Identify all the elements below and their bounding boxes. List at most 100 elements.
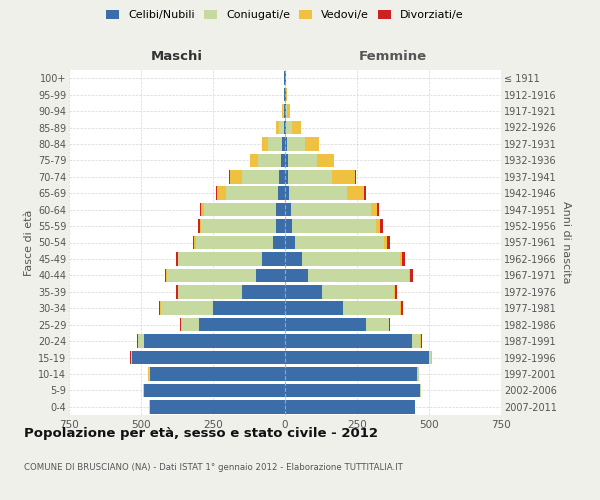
Bar <box>291 203 371 216</box>
Y-axis label: Anni di nascita: Anni di nascita <box>561 201 571 283</box>
Bar <box>178 285 242 298</box>
Bar <box>176 252 178 266</box>
Bar <box>401 302 403 315</box>
Text: COMUNE DI BRUSCIANO (NA) - Dati ISTAT 1° gennaio 2012 - Elaborazione TUTTITALIA.: COMUNE DI BRUSCIANO (NA) - Dati ISTAT 1°… <box>24 462 403 471</box>
Bar <box>400 302 401 315</box>
Bar <box>230 170 242 183</box>
Bar <box>400 252 401 266</box>
Bar <box>178 252 262 266</box>
Bar <box>285 384 421 397</box>
Bar <box>213 302 285 315</box>
Bar <box>250 154 257 167</box>
Bar <box>285 104 286 118</box>
Bar <box>285 186 289 200</box>
Bar <box>200 203 202 216</box>
Bar <box>285 285 322 298</box>
Legend: Celibi/Nubili, Coniugati/e, Vedovi/e, Divorziati/e: Celibi/Nubili, Coniugati/e, Vedovi/e, Di… <box>102 6 468 25</box>
Bar <box>289 170 332 183</box>
Bar <box>365 318 389 332</box>
Bar <box>409 268 410 282</box>
Bar <box>277 121 279 134</box>
Bar <box>285 252 302 266</box>
Bar <box>193 236 194 249</box>
Bar <box>292 121 301 134</box>
Bar <box>302 252 400 266</box>
Bar <box>274 236 285 249</box>
Bar <box>268 137 282 150</box>
Bar <box>281 154 285 167</box>
Bar <box>149 367 285 380</box>
Bar <box>285 121 286 134</box>
Bar <box>286 121 292 134</box>
Bar <box>285 302 343 315</box>
Bar <box>292 220 376 233</box>
Bar <box>418 367 419 380</box>
Bar <box>308 268 409 282</box>
Bar <box>279 121 284 134</box>
Bar <box>279 170 285 183</box>
Bar <box>160 302 161 315</box>
Bar <box>371 203 377 216</box>
Bar <box>287 137 305 150</box>
Text: Maschi: Maschi <box>151 50 203 64</box>
Bar <box>282 137 285 150</box>
Bar <box>286 88 287 102</box>
Text: Popolazione per età, sesso e stato civile - 2012: Popolazione per età, sesso e stato civil… <box>24 428 378 440</box>
Bar <box>283 104 284 118</box>
Bar <box>284 121 285 134</box>
Bar <box>161 302 213 315</box>
Bar <box>278 186 285 200</box>
Bar <box>317 154 334 167</box>
Bar <box>176 285 178 298</box>
Bar <box>305 137 319 150</box>
Bar <box>256 268 285 282</box>
Bar <box>242 285 285 298</box>
Bar <box>285 334 412 348</box>
Bar <box>295 236 385 249</box>
Bar <box>380 220 383 233</box>
Bar <box>355 170 356 183</box>
Bar <box>387 236 390 249</box>
Bar <box>322 285 394 298</box>
Bar <box>364 186 365 200</box>
Bar <box>285 170 289 183</box>
Bar <box>181 318 199 332</box>
Bar <box>289 186 347 200</box>
Bar <box>395 285 397 298</box>
Bar <box>196 236 274 249</box>
Bar <box>144 384 285 397</box>
Bar <box>159 302 160 315</box>
Bar <box>200 220 202 233</box>
Bar <box>285 367 418 380</box>
Bar <box>286 104 287 118</box>
Bar <box>285 154 288 167</box>
Bar <box>288 154 317 167</box>
Bar <box>285 236 295 249</box>
Bar <box>133 351 285 364</box>
Bar <box>199 318 285 332</box>
Bar <box>377 203 379 216</box>
Bar <box>284 104 285 118</box>
Bar <box>285 318 365 332</box>
Bar <box>285 351 429 364</box>
Bar <box>198 220 200 233</box>
Bar <box>282 104 283 118</box>
Bar <box>262 137 268 150</box>
Bar <box>257 154 281 167</box>
Bar <box>285 400 415 413</box>
Bar <box>394 285 395 298</box>
Bar <box>287 104 290 118</box>
Bar <box>167 268 256 282</box>
Bar <box>194 236 196 249</box>
Bar <box>202 203 205 216</box>
Bar <box>217 186 226 200</box>
Bar <box>401 252 404 266</box>
Bar <box>205 203 277 216</box>
Bar <box>229 170 230 183</box>
Bar <box>347 186 364 200</box>
Bar <box>285 137 287 150</box>
Bar <box>131 351 133 364</box>
Bar <box>165 268 166 282</box>
Bar <box>262 252 285 266</box>
Bar <box>277 203 285 216</box>
